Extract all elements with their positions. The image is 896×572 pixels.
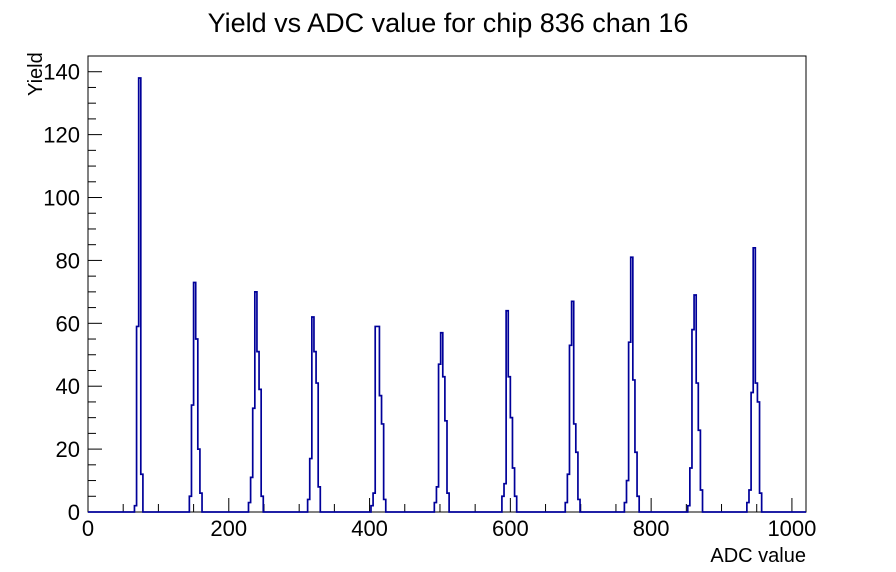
y-tick-label: 40 bbox=[56, 374, 80, 399]
x-tick-label: 200 bbox=[210, 516, 247, 541]
x-tick-label: 400 bbox=[351, 516, 388, 541]
x-axis-title: ADC value bbox=[710, 545, 806, 567]
histogram-line bbox=[88, 77, 806, 513]
chart-title: Yield vs ADC value for chip 836 chan 16 bbox=[207, 8, 689, 38]
x-tick-label: 0 bbox=[82, 516, 94, 541]
y-axis-title: Yield bbox=[25, 52, 47, 96]
y-tick-label: 100 bbox=[43, 186, 80, 211]
y-tick-label: 120 bbox=[43, 123, 80, 148]
y-tick-label: 20 bbox=[56, 437, 80, 462]
y-tick-label: 80 bbox=[56, 248, 80, 273]
x-tick-label: 800 bbox=[633, 516, 670, 541]
plot-frame bbox=[87, 55, 807, 513]
y-tick-label: 60 bbox=[56, 311, 80, 336]
x-tick-label: 1000 bbox=[767, 516, 816, 541]
x-tick-label: 600 bbox=[492, 516, 529, 541]
y-tick-label: 140 bbox=[43, 60, 80, 85]
y-tick-label: 0 bbox=[68, 500, 80, 525]
